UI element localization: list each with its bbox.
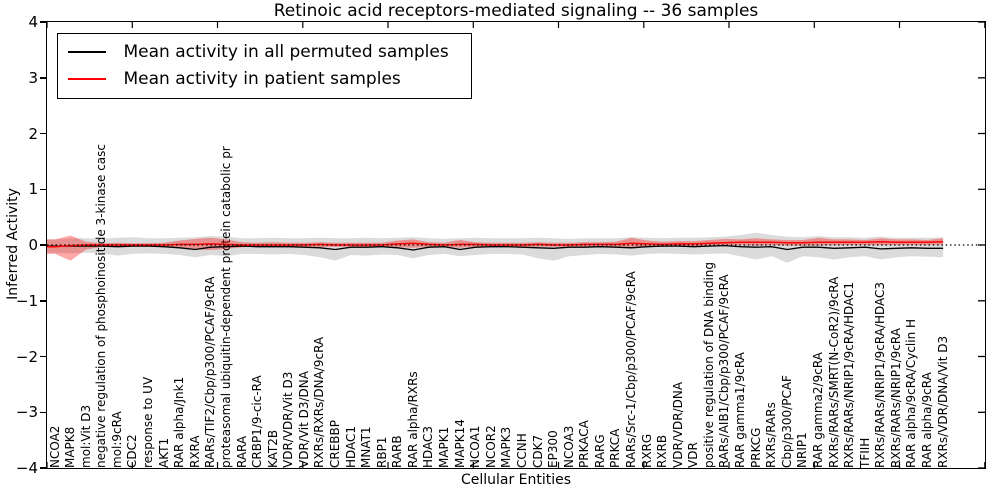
legend-line-permuted-icon xyxy=(67,51,106,53)
y-axis-tick-left xyxy=(40,300,46,302)
y-tick-label: 4 xyxy=(28,13,38,31)
legend-row-permuted: Mean activity in all permuted samples xyxy=(67,39,449,66)
legend: Mean activity in all permuted samples Me… xyxy=(56,32,472,99)
chart-canvas xyxy=(46,21,985,468)
chart-title: Retinoic acid receptors-mediated signali… xyxy=(273,1,759,21)
y-axis-tick-left xyxy=(40,77,46,79)
legend-label-permuted: Mean activity in all permuted samples xyxy=(123,42,449,62)
plot-area: NCOA2 MAPK8 mol:Vit D3 negative regulation … xyxy=(45,20,986,469)
legend-label-patient: Mean activity in patient samples xyxy=(123,69,401,89)
y-tick-label: 0 xyxy=(28,236,38,254)
permuted-samples-std-band xyxy=(46,232,943,263)
y-tick-label: 1 xyxy=(28,180,38,199)
y-tick-label: 2 xyxy=(28,124,38,143)
y-axis-tick-left xyxy=(40,132,46,135)
y-tick-label: −1 xyxy=(15,291,38,310)
legend-line-patient-icon xyxy=(67,78,106,80)
y-tick-label: −2 xyxy=(15,347,38,366)
y-tick-label: 3 xyxy=(28,68,38,87)
y-axis-tick-left xyxy=(40,355,46,358)
y-tick-label: −3 xyxy=(15,403,38,422)
y-axis-tick-left xyxy=(40,21,46,23)
y-axis-tick-left xyxy=(40,467,46,469)
y-tick-label: −4 xyxy=(15,459,38,477)
legend-row-patient: Mean activity in patient samples xyxy=(67,66,449,93)
permuted-mean-line xyxy=(46,244,943,251)
x-axis-label: Cellular Entities xyxy=(460,472,572,488)
y-axis-tick-left xyxy=(40,411,46,413)
patient-samples-std-band xyxy=(46,235,943,261)
y-axis-tick-left xyxy=(40,244,46,246)
y-axis-tick-left xyxy=(40,188,46,190)
